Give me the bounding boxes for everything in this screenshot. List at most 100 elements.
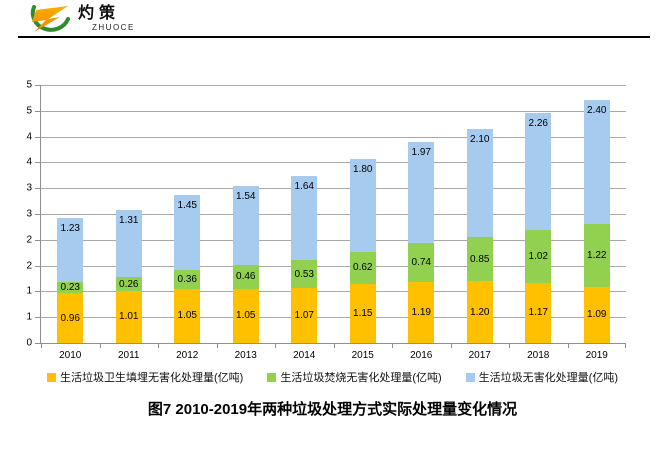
y-tick-label: 2 bbox=[26, 234, 32, 246]
bar-value-label: 1.64 bbox=[294, 180, 314, 192]
bar-value-label: 1.15 bbox=[353, 307, 373, 319]
bar-segment: 1.01 bbox=[115, 290, 142, 343]
y-axis-tick bbox=[35, 317, 40, 319]
bar-value-label: 1.05 bbox=[236, 310, 256, 322]
y-tick-label: 5 bbox=[26, 105, 32, 117]
y-tick-label: 4 bbox=[26, 131, 32, 143]
zhuoce-logo-icon bbox=[30, 5, 70, 32]
bar-segment: 0.36 bbox=[174, 270, 201, 289]
bar-column: 1.17 1.02 2.26 2018 bbox=[509, 85, 568, 361]
x-tick-label: 2013 bbox=[234, 350, 257, 361]
bar-column: 0.96 0.23 1.23 2010 bbox=[41, 85, 100, 361]
x-tick-label: 2014 bbox=[293, 350, 316, 361]
y-axis-tick bbox=[35, 291, 40, 293]
bar-value-label: 2.26 bbox=[528, 118, 548, 130]
bar-value-label: 0.36 bbox=[177, 274, 197, 286]
bar-column: 1.15 0.62 1.80 2015 bbox=[334, 85, 393, 361]
bar-value-label: 0.53 bbox=[294, 268, 314, 280]
x-axis-tick bbox=[450, 343, 452, 348]
bar-value-label: 0.46 bbox=[236, 271, 256, 283]
bar-value-label: 1.31 bbox=[119, 214, 139, 226]
x-axis-tick bbox=[158, 343, 159, 348]
bar-value-label: 1.45 bbox=[177, 200, 197, 212]
gridline bbox=[41, 110, 626, 112]
y-axis-tick bbox=[35, 239, 40, 241]
y-tick-label: 2 bbox=[26, 260, 32, 272]
bar-value-label: 2.10 bbox=[470, 133, 490, 145]
y-axis-tick bbox=[35, 188, 40, 190]
x-tick-label: 2010 bbox=[59, 350, 82, 361]
x-axis-tick bbox=[216, 343, 218, 348]
x-tick-label: 2012 bbox=[176, 350, 199, 361]
bar-column: 1.20 0.85 2.10 2017 bbox=[451, 85, 510, 361]
bar-value-label: 1.23 bbox=[60, 223, 80, 235]
legend-item: 生活垃圾无害化处理量(亿吨) bbox=[465, 369, 618, 385]
legend-label: 生活垃圾卫生填埋无害化处理量(亿吨) bbox=[60, 372, 244, 384]
legend-label: 生活垃圾无害化处理量(亿吨) bbox=[478, 372, 618, 384]
bar-segment: 1.07 bbox=[291, 287, 318, 343]
bar-segment: 1.15 bbox=[349, 283, 376, 343]
stacked-bar: 1.09 1.22 2.40 bbox=[583, 85, 610, 343]
legend-label: 生活垃圾焚烧无害化处理量(亿吨) bbox=[280, 372, 442, 384]
bar-value-label: 0.74 bbox=[411, 257, 431, 269]
gridline bbox=[41, 214, 626, 215]
bar-value-label: 1.19 bbox=[411, 306, 431, 318]
bar-value-label: 1.22 bbox=[587, 249, 607, 261]
y-axis-tick bbox=[35, 343, 40, 344]
stacked-bar: 1.19 0.74 1.97 bbox=[408, 85, 435, 343]
x-tick-label: 2011 bbox=[117, 350, 140, 361]
y-axis-tick bbox=[35, 265, 40, 267]
bar-segment: 1.22 bbox=[583, 223, 610, 287]
x-tick-label: 2018 bbox=[527, 350, 550, 361]
bar-segment: 0.26 bbox=[115, 277, 142, 291]
gridline bbox=[41, 239, 626, 241]
y-tick-label: 5 bbox=[26, 79, 32, 91]
y-axis-tick bbox=[35, 162, 40, 164]
y-tick-label: 3 bbox=[26, 208, 32, 220]
x-axis-tick bbox=[275, 343, 276, 348]
bar-value-label: 1.20 bbox=[470, 306, 490, 318]
bar-segment: 0.46 bbox=[232, 265, 259, 289]
stacked-bar: 1.20 0.85 2.10 bbox=[466, 85, 493, 343]
bar-segment: 1.20 bbox=[466, 281, 493, 343]
stacked-bar: 1.01 0.26 1.31 bbox=[115, 85, 142, 343]
brand-name-cn: 灼策 bbox=[78, 5, 121, 22]
bar-segment: 0.23 bbox=[57, 281, 84, 294]
gridline bbox=[41, 188, 626, 190]
bar-segment: 1.05 bbox=[174, 288, 201, 343]
bar-value-label: 1.17 bbox=[528, 307, 548, 319]
bar-column: 1.05 0.46 1.54 2013 bbox=[217, 85, 276, 361]
stacked-bar: 1.15 0.62 1.80 bbox=[349, 85, 376, 343]
x-axis-tick bbox=[509, 343, 510, 348]
bar-column: 1.05 0.36 1.45 2012 bbox=[158, 85, 217, 361]
y-axis-tick bbox=[35, 110, 40, 112]
x-axis-tick bbox=[625, 343, 626, 348]
y-tick-label: 0 bbox=[26, 337, 32, 349]
stacked-bar: 1.17 1.02 2.26 bbox=[525, 85, 552, 343]
bar-segment: 2.10 bbox=[466, 128, 493, 238]
bar-segment: 0.53 bbox=[291, 260, 318, 288]
bar-segment: 1.19 bbox=[408, 281, 435, 343]
bar-segment: 1.23 bbox=[57, 218, 84, 282]
bar-value-label: 1.05 bbox=[177, 310, 197, 322]
bar-value-label: 1.07 bbox=[294, 309, 314, 321]
bar-value-label: 0.62 bbox=[353, 262, 373, 274]
bar-segment: 0.62 bbox=[349, 251, 376, 284]
legend-item: 生活垃圾焚烧无害化处理量(亿吨) bbox=[267, 369, 442, 385]
bar-value-label: 0.96 bbox=[60, 312, 80, 324]
bar-segment: 1.54 bbox=[232, 185, 259, 266]
x-axis-tick bbox=[333, 343, 335, 348]
bar-value-label: 1.09 bbox=[587, 309, 607, 321]
x-tick-label: 2015 bbox=[351, 350, 374, 361]
x-tick-label: 2016 bbox=[410, 350, 433, 361]
bar-segment: 1.02 bbox=[525, 230, 552, 283]
bar-value-label: 1.54 bbox=[236, 190, 256, 202]
bar-segment: 1.45 bbox=[174, 195, 201, 271]
bar-segment: 0.96 bbox=[57, 293, 84, 343]
legend-swatch bbox=[465, 372, 475, 382]
legend-swatch bbox=[47, 372, 56, 382]
stacked-bar: 1.07 0.53 1.64 bbox=[291, 85, 318, 343]
chart-legend: 生活垃圾卫生填埋无害化处理量(亿吨) 生活垃圾焚烧无害化处理量(亿吨) 生活垃圾无害… bbox=[0, 369, 665, 385]
bar-value-label: 1.80 bbox=[353, 163, 373, 175]
